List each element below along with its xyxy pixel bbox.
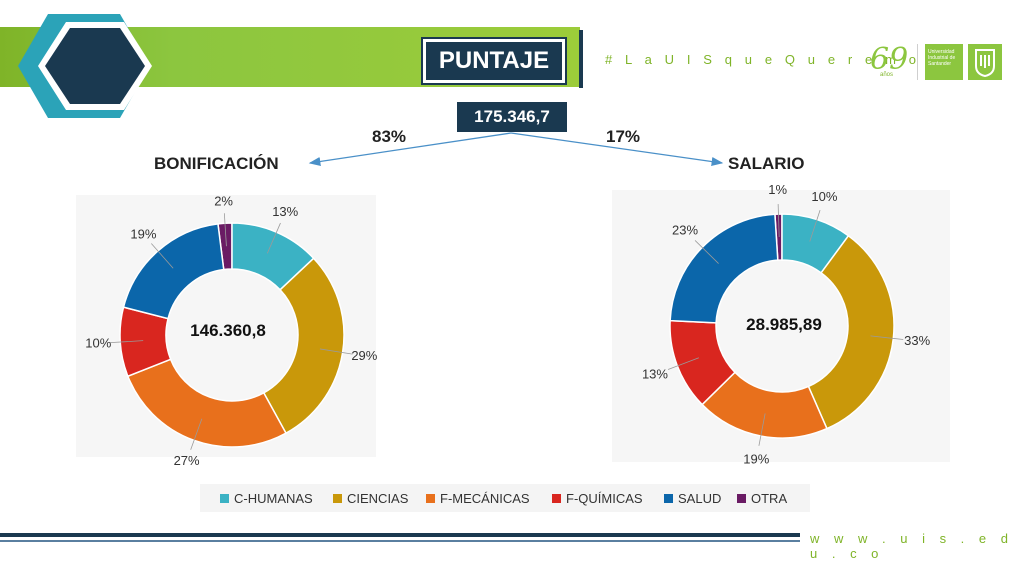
legend-item-salud: SALUD xyxy=(664,491,721,506)
legend-item-f-quimicas: F-QUÍMICAS xyxy=(552,491,643,506)
legend-swatch xyxy=(426,494,435,503)
salario-title: SALARIO xyxy=(728,154,805,173)
legend-item-otra: OTRA xyxy=(737,491,787,506)
salario-center-value: 28.985,89 xyxy=(746,315,822,334)
legend-swatch xyxy=(333,494,342,503)
leader-line xyxy=(809,209,821,242)
leader-line xyxy=(694,240,719,264)
total-value: 175.346,7 xyxy=(457,102,567,132)
logo-divider xyxy=(917,44,918,80)
donut-slice-ciencias xyxy=(262,257,345,435)
hexagon-shape xyxy=(45,28,145,104)
data-label-salud: 23% xyxy=(672,223,698,238)
footer-line xyxy=(0,533,800,537)
shield-icon xyxy=(975,49,995,78)
bonificacion-title: BONIFICACIÓN xyxy=(154,154,279,173)
uis-shield-icon xyxy=(968,44,1002,80)
legend-item-f-mecanicas: F-MECÁNICAS xyxy=(426,491,530,506)
salario-donut-chart: 1% 10% 33% 19% 13% 23% xyxy=(642,182,931,466)
data-label-ciencias: 33% xyxy=(904,333,930,348)
salario-share: 17% xyxy=(606,127,641,146)
bonificacion-center-value: 146.360,8 xyxy=(190,321,266,340)
legend-swatch xyxy=(664,494,673,503)
footer-line-thin xyxy=(0,540,800,542)
legend-label: OTRA xyxy=(751,491,788,506)
leader-line xyxy=(667,357,700,370)
anniversary-logo: 69 años xyxy=(868,42,914,82)
arrow-to-salario xyxy=(510,132,724,167)
bonificacion-share: 83% xyxy=(372,127,407,146)
legend-swatch xyxy=(552,494,561,503)
data-label-f-mecánicas: 27% xyxy=(174,453,200,468)
data-label-c-humanas: 10% xyxy=(811,189,837,204)
leader-line xyxy=(110,340,144,344)
leader-line xyxy=(266,222,281,254)
data-label-f-químicas: 10% xyxy=(85,335,111,350)
data-label-c-humanas: 13% xyxy=(272,204,298,219)
legend-item-c-humanas: C-HUMANAS xyxy=(220,491,313,506)
hashtag-text: # L a U I S q u e Q u e r e m o s xyxy=(605,52,940,67)
leader-line xyxy=(319,348,353,355)
leader-line xyxy=(190,418,203,450)
leader-line xyxy=(151,243,174,269)
leader-line xyxy=(223,213,227,247)
donut-slice-f-mecánicas xyxy=(126,358,287,448)
anniversary-sub: años xyxy=(880,72,894,78)
legend-label: F-QUÍMICAS xyxy=(566,491,643,506)
university-name: Universidad Industrial de Santander xyxy=(928,49,956,67)
legend-label: CIENCIAS xyxy=(347,491,409,506)
legend-swatch xyxy=(220,494,229,503)
arrow-to-bonificacion xyxy=(308,132,512,166)
legend-label: SALUD xyxy=(678,491,722,506)
legend-item-ciencias: CIENCIAS xyxy=(333,491,408,506)
leader-line xyxy=(758,413,766,446)
data-label-otra: 1% xyxy=(768,182,787,197)
donut-slice-ciencias xyxy=(807,234,895,430)
data-label-f-mecánicas: 19% xyxy=(743,452,769,467)
donut-slice-salud xyxy=(669,213,779,324)
data-label-f-químicas: 13% xyxy=(642,367,668,382)
leader-line xyxy=(777,204,780,238)
university-logo: Universidad Industrial de Santander xyxy=(925,44,963,80)
data-label-salud: 19% xyxy=(130,226,156,241)
header-divider xyxy=(579,30,583,88)
page-title: PUNTAJE xyxy=(423,39,565,83)
bonificacion-donut-chart: 2% 13% 29% 27% 10% 19% xyxy=(85,193,378,468)
leader-line xyxy=(870,335,904,340)
donut-slice-salud xyxy=(122,223,225,320)
data-label-otra: 2% xyxy=(214,193,233,208)
header-hexagon-decoration xyxy=(18,14,152,118)
legend-swatch xyxy=(737,494,746,503)
data-label-ciencias: 29% xyxy=(351,348,377,363)
legend-label: F-MECÁNICAS xyxy=(440,491,530,506)
anniversary-number: 69 xyxy=(870,42,909,77)
chart-legend: C-HUMANAS CIENCIAS F-MECÁNICAS F-QUÍMICA… xyxy=(200,484,810,512)
legend-label: C-HUMANAS xyxy=(234,491,313,506)
